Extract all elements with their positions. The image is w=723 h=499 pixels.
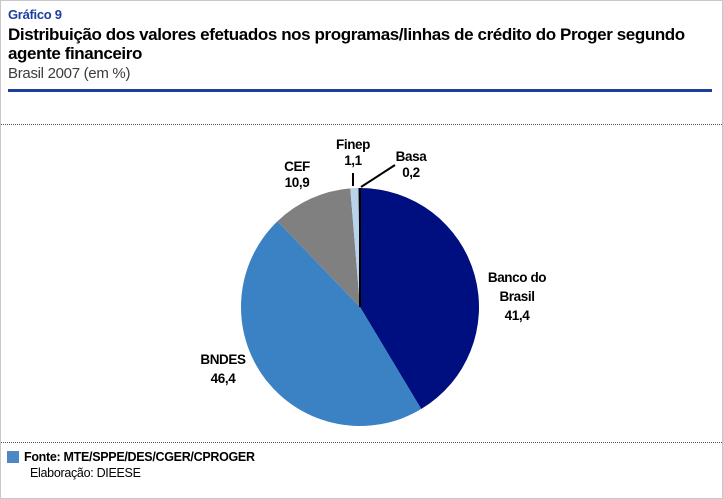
slice-label-cef-name: CEF: [284, 159, 310, 174]
slice-label-basa-value: 0,2: [402, 165, 420, 180]
chart-title: Distribuição dos valores efetuados nos p…: [8, 25, 685, 63]
legend-swatch-icon: [7, 451, 19, 463]
pie-chart-area: Finep 1,1 Basa 0,2 CEF 10,9 Banco do Bra…: [1, 124, 722, 443]
slice-label-bndes: BNDES 46,4: [183, 350, 263, 388]
slice-label-bndes-name: BNDES: [200, 352, 246, 367]
basa-leader-line: [360, 164, 396, 188]
header-rule: [8, 89, 712, 92]
fonte-text: Fonte: MTE/SPPE/DES/CGER/CPROGER: [24, 450, 255, 464]
slice-label-finep-value: 1,1: [344, 153, 362, 168]
slice-label-cef-value: 10,9: [284, 175, 310, 190]
elaboracao-text: Elaboração: DIEESE: [30, 466, 141, 480]
pie-slice-banco-do-brasil: [360, 188, 480, 410]
slice-label-basa: Basa 0,2: [381, 149, 441, 181]
chart-number: Gráfico 9: [8, 7, 62, 22]
slice-label-banco-value: 41,4: [504, 308, 530, 323]
pie-slice-bndes: [240, 221, 422, 427]
slice-label-finep-name: Finep: [336, 137, 370, 152]
pie-slice-finep: [350, 188, 360, 307]
slice-label-bndes-value: 46,4: [210, 371, 236, 386]
pie-slice-cef: [277, 188, 360, 307]
pie-chart: [240, 164, 480, 427]
chart-header: Gráfico 9 Distribuição dos valores efetu…: [1, 1, 722, 92]
chart-subtitle: Brasil 2007 (em %): [8, 65, 131, 82]
slice-label-finep: Finep 1,1: [323, 137, 383, 169]
slice-label-cef: CEF 10,9: [267, 159, 327, 191]
chart-footer: Fonte: MTE/SPPE/DES/CGER/CPROGER Elabora…: [1, 447, 722, 480]
fonte-row: Fonte: MTE/SPPE/DES/CGER/CPROGER: [7, 450, 722, 464]
slice-label-banco-line1: Banco do: [487, 270, 547, 285]
slice-label-banco-line2: Brasil: [499, 289, 535, 304]
slice-label-basa-name: Basa: [395, 149, 427, 164]
slice-label-banco-do-brasil: Banco do Brasil 41,4: [467, 268, 567, 325]
